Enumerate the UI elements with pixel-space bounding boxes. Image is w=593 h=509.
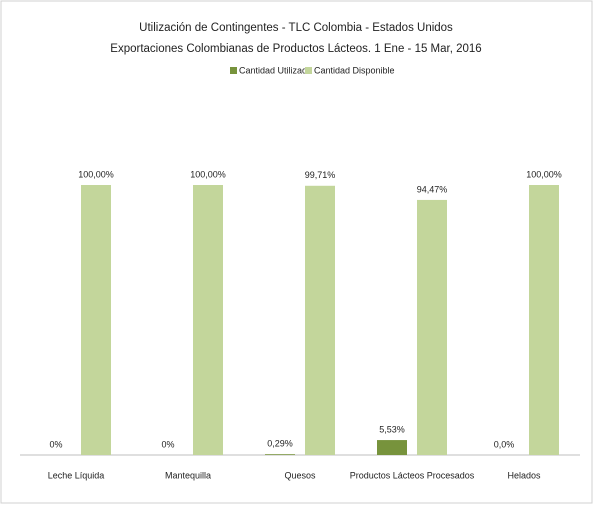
data-label: 94,47% [417, 184, 448, 194]
data-label: 0,0% [494, 439, 515, 449]
data-label: 0,29% [267, 439, 293, 449]
bar [377, 440, 407, 455]
data-label: 0% [49, 439, 62, 449]
data-label: 5,53% [379, 424, 405, 434]
data-label: 99,71% [305, 170, 336, 180]
x-tick-label: Quesos [284, 470, 316, 480]
legend-label: Cantidad Utilizada [239, 65, 312, 75]
legend-swatch [305, 67, 312, 74]
x-tick-label: Helados [507, 470, 541, 480]
x-tick-label: Mantequilla [165, 470, 211, 480]
x-tick-label: Productos Lácteos Procesados [350, 470, 475, 480]
data-label: 0% [161, 439, 174, 449]
chart-subtitle: Exportaciones Colombianas de Productos L… [110, 43, 481, 55]
bar [305, 185, 335, 455]
x-tick-label: Leche Líquida [48, 470, 105, 480]
chart-title: Utilización de Contingentes - TLC Colomb… [139, 22, 453, 34]
legend-swatch [230, 67, 237, 74]
bar [417, 199, 447, 455]
data-label: 100,00% [190, 169, 226, 179]
bar [265, 454, 295, 455]
bar [81, 185, 111, 455]
bar [193, 185, 223, 455]
data-label: 100,00% [78, 169, 114, 179]
legend-label: Cantidad Disponible [314, 65, 395, 75]
data-label: 100,00% [526, 169, 562, 179]
bar [529, 185, 559, 455]
